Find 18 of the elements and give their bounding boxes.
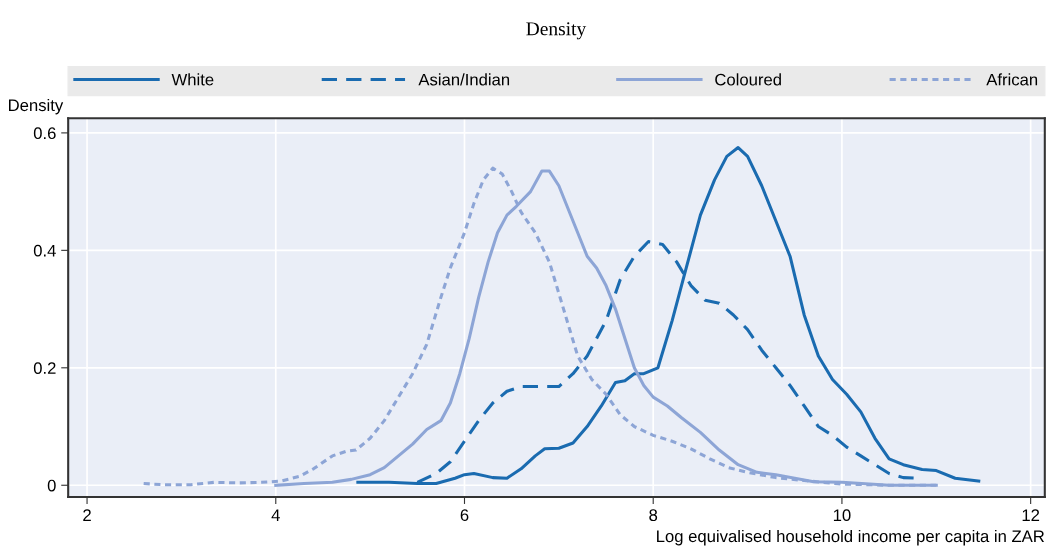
y-tick-label: 0.4 — [33, 244, 56, 257]
chart-title: Density — [526, 22, 587, 40]
y-axis-title: Density — [9, 98, 64, 115]
legend-label: Asian/Indian — [418, 73, 510, 86]
y-tick-label: 0 — [47, 479, 56, 492]
x-tick-label: 2 — [83, 509, 91, 521]
x-tick-label: 10 — [833, 509, 851, 522]
line-series — [356, 146, 981, 486]
x-tick-label: 8 — [649, 509, 658, 522]
x-tick-label: 6 — [460, 509, 469, 522]
x-axis-title: Log equivalised household income per capita in ZAR — [657, 529, 1045, 546]
y-tick-label: 0.6 — [33, 127, 56, 140]
y-tick-label: 0.2 — [33, 362, 56, 375]
x-tick-label: 12 — [1022, 509, 1040, 521]
legend-label: Coloured — [715, 73, 781, 86]
legend-label: White — [171, 73, 214, 86]
legend-label: African — [986, 73, 1038, 86]
x-tick-label: 4 — [271, 509, 280, 521]
